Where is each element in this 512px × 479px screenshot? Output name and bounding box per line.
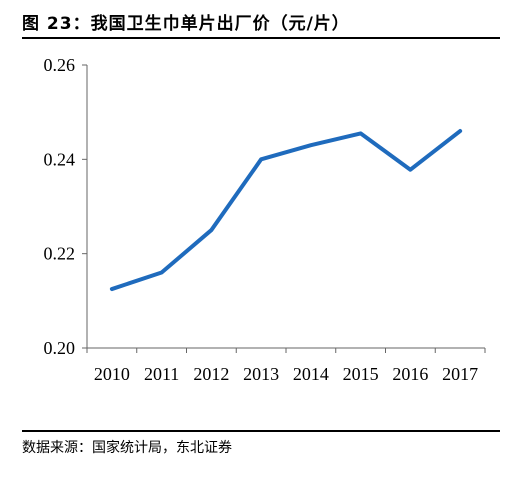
bottom-rule [22,430,500,432]
x-tick-label: 2016 [392,364,428,384]
y-axis-ticks: 0.20 0.22 0.24 0.26 [44,55,87,358]
source-note: 数据来源：国家统计局，东北证券 [22,440,232,456]
x-tick-label: 2012 [193,364,229,384]
x-tick-label: 2015 [343,364,379,384]
x-tick-label: 2011 [144,364,179,384]
chart-axes [86,65,485,349]
chart-series [109,129,463,292]
y-tick-label: 0.26 [44,55,76,75]
top-rule [22,37,500,39]
x-axis-ticks: 2010 2011 2012 2013 2014 2015 2016 2017 [86,348,486,384]
x-tick-label: 2014 [293,364,329,384]
x-tick-label: 2017 [442,364,478,384]
y-tick-label: 0.20 [44,338,76,358]
figure-title: 图 23：我国卫生巾单片出厂价（元/片） [22,14,350,34]
y-tick-label: 0.22 [44,244,76,264]
x-tick-label: 2013 [243,364,279,384]
x-tick-label: 2010 [94,364,130,384]
y-tick-label: 0.24 [44,149,76,169]
series-line [109,129,463,292]
